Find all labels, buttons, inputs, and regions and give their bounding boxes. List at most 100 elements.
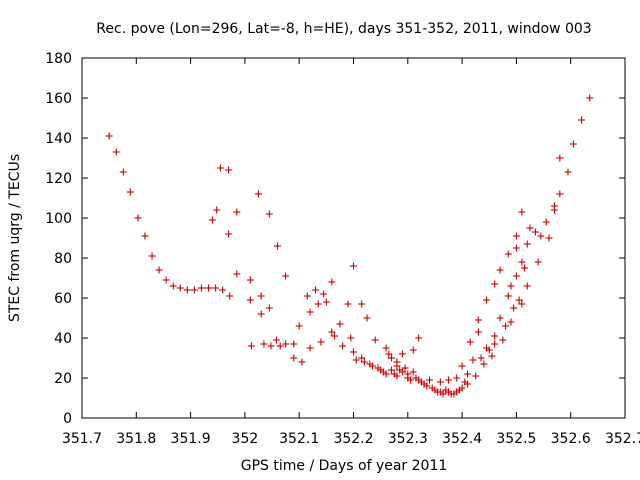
chart-title: Rec. pove (Lon=296, Lat=-8, h=HE), days … xyxy=(96,21,591,37)
data-point xyxy=(306,344,314,352)
x-tick-label: 352.3 xyxy=(388,431,428,447)
data-point xyxy=(483,296,491,304)
data-point xyxy=(282,272,290,280)
plot-frame xyxy=(81,57,626,419)
data-point xyxy=(260,340,268,348)
data-point xyxy=(212,284,220,292)
data-point xyxy=(480,360,488,368)
data-point xyxy=(273,242,281,250)
data-point xyxy=(393,372,401,380)
data-point xyxy=(330,332,338,340)
data-point xyxy=(472,372,480,380)
data-point xyxy=(496,314,504,322)
data-point xyxy=(197,284,205,292)
data-point xyxy=(290,354,298,362)
data-point xyxy=(504,250,512,258)
data-point xyxy=(385,350,393,358)
data-point xyxy=(233,270,241,278)
data-point xyxy=(282,340,290,348)
data-point xyxy=(515,296,523,304)
data-point xyxy=(219,286,227,294)
data-point xyxy=(382,370,390,378)
data-point xyxy=(360,358,368,366)
data-point xyxy=(311,286,319,294)
data-point xyxy=(504,292,512,300)
data-point xyxy=(350,348,357,356)
data-point xyxy=(550,206,558,214)
y-tick-label: 80 xyxy=(54,251,72,267)
data-point xyxy=(226,292,234,300)
data-point xyxy=(401,364,409,372)
y-tick-label: 100 xyxy=(45,211,72,227)
data-point xyxy=(225,230,233,238)
data-point xyxy=(317,338,325,346)
data-points xyxy=(105,94,594,398)
data-point xyxy=(569,140,577,148)
data-point xyxy=(265,210,273,218)
data-point xyxy=(491,280,499,288)
x-tick-label: 352.4 xyxy=(442,431,482,447)
data-point xyxy=(347,334,355,342)
data-point xyxy=(523,240,531,248)
data-point xyxy=(254,190,262,198)
data-point xyxy=(148,252,156,260)
data-point xyxy=(464,370,472,378)
data-point xyxy=(398,350,406,358)
data-point xyxy=(247,342,255,350)
data-point xyxy=(512,272,520,280)
data-point xyxy=(176,284,184,292)
data-point xyxy=(298,358,306,366)
data-point xyxy=(518,208,526,216)
data-point xyxy=(556,154,564,162)
data-point xyxy=(426,376,434,384)
data-point xyxy=(213,206,221,214)
data-point xyxy=(407,376,415,384)
data-point xyxy=(141,232,149,240)
data-point xyxy=(510,304,518,312)
data-point xyxy=(507,282,515,290)
y-axis-label: STEC from uqrg / TECUs xyxy=(7,154,23,322)
data-point xyxy=(267,342,275,350)
data-point xyxy=(233,208,241,216)
data-point xyxy=(190,286,198,294)
data-point xyxy=(112,148,120,156)
data-point xyxy=(578,116,586,124)
data-point xyxy=(358,300,366,308)
data-point xyxy=(328,328,336,336)
x-tick-label: 351.8 xyxy=(116,431,156,447)
data-point xyxy=(423,382,431,390)
x-tick-label: 352 xyxy=(232,431,259,447)
data-point xyxy=(466,338,474,346)
data-point xyxy=(445,376,453,384)
data-point xyxy=(358,354,366,362)
data-point xyxy=(216,164,224,172)
data-point xyxy=(225,166,233,174)
x-tick-label: 352.6 xyxy=(551,431,591,447)
data-point xyxy=(339,342,347,350)
data-point xyxy=(542,218,550,226)
data-point xyxy=(371,336,379,344)
data-point xyxy=(382,344,390,352)
x-tick-label: 351.7 xyxy=(62,431,102,447)
data-point xyxy=(393,362,401,370)
data-point xyxy=(518,258,526,266)
data-point xyxy=(350,262,357,270)
data-point xyxy=(363,314,371,322)
data-point xyxy=(290,340,298,348)
x-tick-labels: 351.7 351.8 351.9 352 352.1 352.2 352.3 352.4 35… xyxy=(62,431,640,447)
data-point xyxy=(526,224,534,232)
x-tick-label: 352.2 xyxy=(333,431,373,447)
data-point xyxy=(518,300,526,308)
data-point xyxy=(295,322,303,330)
data-point xyxy=(276,342,284,350)
data-point xyxy=(512,244,520,252)
data-point xyxy=(126,188,134,196)
x-tick-label: 352.5 xyxy=(496,431,536,447)
data-point xyxy=(336,320,344,328)
axis-ticks xyxy=(81,57,626,419)
data-point xyxy=(119,168,127,176)
x-tick-label: 352.1 xyxy=(279,431,319,447)
data-point xyxy=(183,286,191,294)
data-point xyxy=(272,336,280,344)
y-tick-labels: 0 20 40 60 80 100 120 140 160 180 xyxy=(45,51,72,427)
